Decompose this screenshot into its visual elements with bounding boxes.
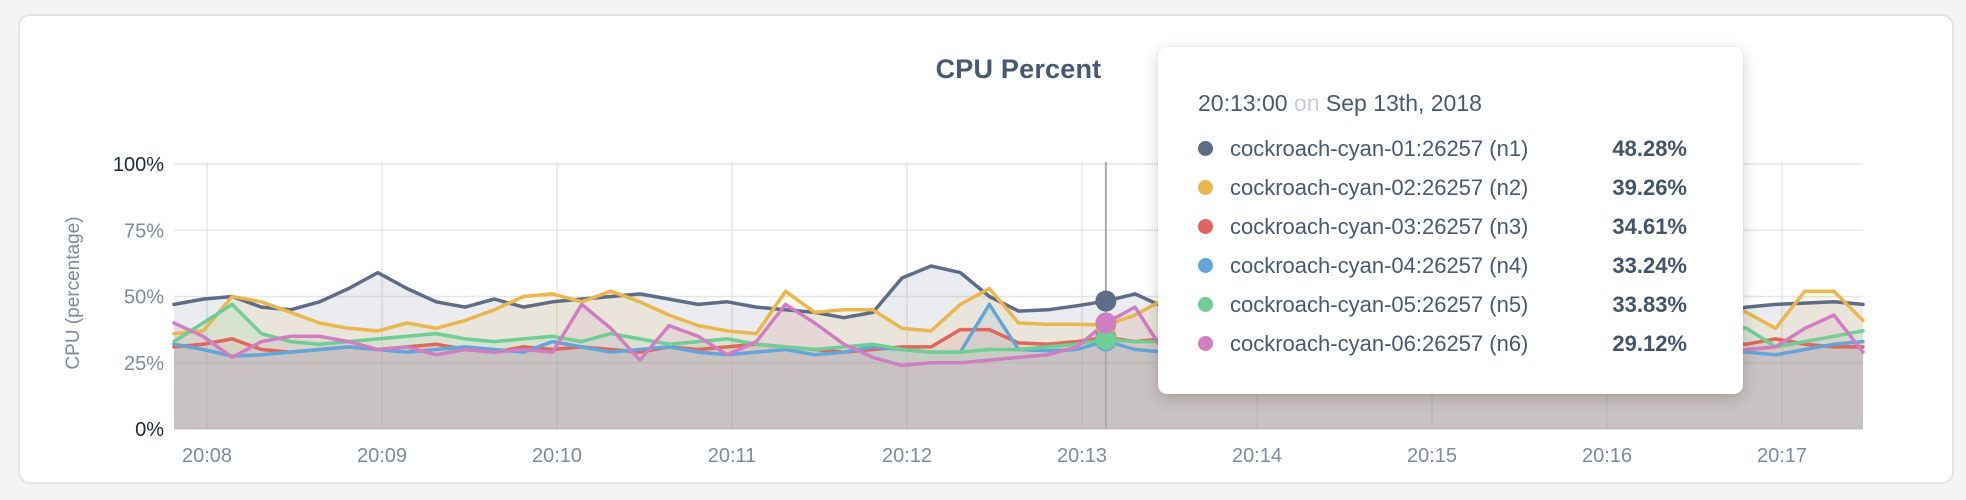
y-tick-label: 0% bbox=[135, 419, 164, 441]
series-name-n6: cockroach-cyan-06:26257 (n6) bbox=[1230, 330, 1529, 356]
x-tick-label: 20:11 bbox=[708, 445, 757, 467]
series-dot-n4 bbox=[1198, 258, 1213, 273]
hover-tooltip: 20:13:00 on Sep 13th, 2018 cockroach-cya… bbox=[1158, 47, 1743, 394]
tooltip-time: 20:13:00 bbox=[1198, 90, 1288, 116]
tooltip-row-n6: cockroach-cyan-06:26257 (n6) 29.12% bbox=[1198, 324, 1687, 363]
x-tick-label: 20:17 bbox=[1757, 445, 1807, 467]
series-name-n5: cockroach-cyan-05:26257 (n5) bbox=[1230, 291, 1529, 317]
x-tick-label: 20:14 bbox=[1232, 445, 1282, 467]
tooltip-row-n3: cockroach-cyan-03:26257 (n3) 34.61% bbox=[1198, 207, 1687, 246]
tooltip-row-n4: cockroach-cyan-04:26257 (n4) 33.24% bbox=[1198, 246, 1687, 285]
tooltip-date: Sep 13th, 2018 bbox=[1325, 90, 1482, 116]
series-value-n1: 48.28% bbox=[1612, 135, 1687, 161]
series-dot-n3 bbox=[1198, 219, 1213, 234]
series-dot-n6 bbox=[1198, 336, 1213, 351]
series-value-n2: 39.26% bbox=[1612, 174, 1687, 200]
x-tick-label: 20:12 bbox=[882, 445, 932, 467]
series-dot-n1 bbox=[1198, 141, 1213, 156]
series-name-n1: cockroach-cyan-01:26257 (n1) bbox=[1230, 135, 1529, 161]
tooltip-row-n1: cockroach-cyan-01:26257 (n1) 48.28% bbox=[1198, 129, 1687, 168]
x-tick-label: 20:08 bbox=[182, 445, 232, 467]
series-dot-n5 bbox=[1198, 297, 1213, 312]
chart-title: CPU Percent bbox=[935, 54, 1102, 84]
series-value-n3: 34.61% bbox=[1612, 213, 1687, 239]
x-tick-label: 20:13 bbox=[1057, 445, 1107, 467]
series-value-n4: 33.24% bbox=[1612, 252, 1687, 278]
chart-card: CPU Percent CPU (percentage) 0% 25% 50% 75%… bbox=[18, 14, 1954, 484]
x-tick-label: 20:15 bbox=[1407, 445, 1457, 467]
x-tick-label: 20:16 bbox=[1582, 445, 1632, 467]
series-name-n4: cockroach-cyan-04:26257 (n4) bbox=[1230, 252, 1529, 278]
series-dot-n2 bbox=[1198, 180, 1213, 195]
y-tick-label: 100% bbox=[113, 154, 164, 176]
tooltip-row-n2: cockroach-cyan-02:26257 (n2) 39.26% bbox=[1198, 168, 1687, 207]
y-tick-label: 75% bbox=[124, 220, 164, 242]
tooltip-row-n5: cockroach-cyan-05:26257 (n5) 33.83% bbox=[1198, 285, 1687, 324]
tooltip-timestamp: 20:13:00 on Sep 13th, 2018 bbox=[1198, 89, 1687, 117]
x-tick-label: 20:10 bbox=[532, 445, 582, 467]
series-name-n2: cockroach-cyan-02:26257 (n2) bbox=[1230, 174, 1529, 200]
y-tick-label: 25% bbox=[124, 353, 164, 375]
series-value-n5: 33.83% bbox=[1612, 291, 1687, 317]
x-tick-label: 20:09 bbox=[357, 445, 407, 467]
tooltip-on-word: on bbox=[1293, 90, 1320, 116]
y-axis-label: CPU (percentage) bbox=[63, 216, 84, 370]
series-value-n6: 29.12% bbox=[1612, 330, 1687, 356]
series-name-n3: cockroach-cyan-03:26257 (n3) bbox=[1230, 213, 1529, 239]
y-tick-label: 50% bbox=[124, 287, 164, 309]
